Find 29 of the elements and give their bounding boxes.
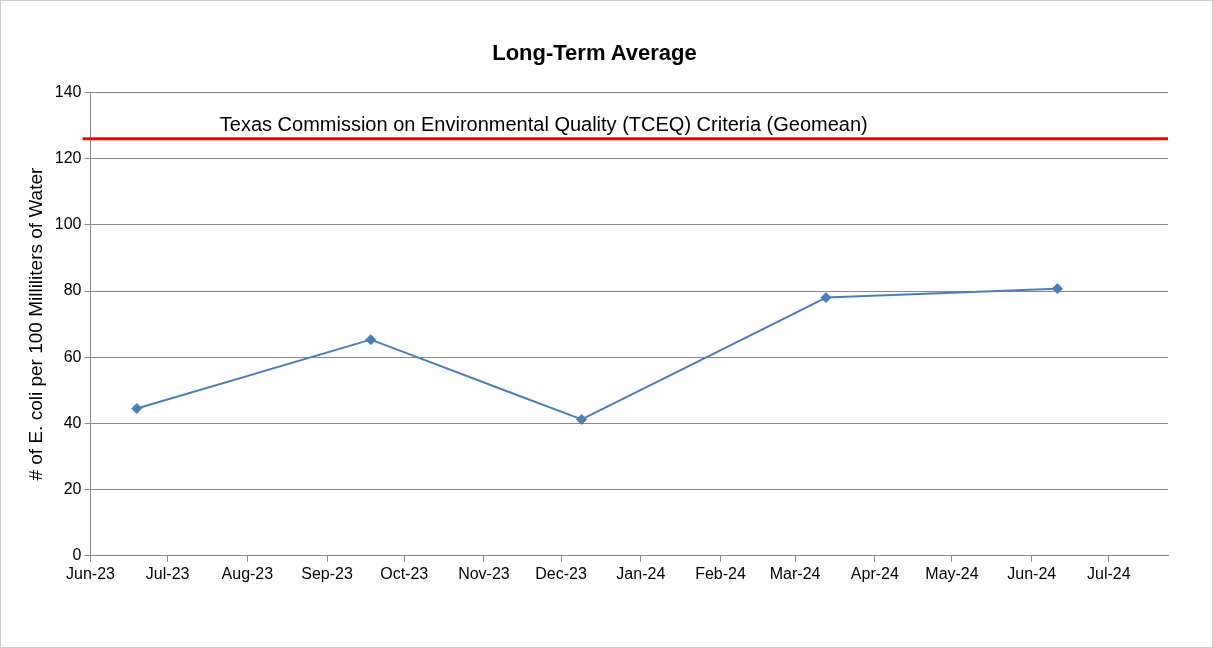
x-tick-label: Oct-23: [380, 564, 429, 582]
ref-line-label: Texas Commission on Environmental Quality (TCEQ) Criteria (Geomean): [219, 113, 868, 136]
x-tick-label: Jan-24: [616, 564, 666, 582]
x-tick-label: Feb-24: [695, 564, 746, 582]
point: [365, 334, 377, 346]
x-tick-label: Sep-23: [301, 564, 353, 582]
y-tick-label: 80: [63, 281, 82, 299]
point: [131, 403, 143, 415]
y-tick-label: 140: [54, 82, 82, 100]
y-tick-label: 40: [63, 413, 82, 431]
x-tick-label: May-24: [925, 564, 979, 582]
y-tick-label: 60: [63, 347, 82, 365]
x-tick-label: Nov-23: [458, 564, 510, 582]
y-tick-label: 20: [63, 480, 82, 498]
y-axis-title: # of E. coli per 100 Milliliters of Water: [24, 166, 46, 481]
x-tick-label: Dec-23: [535, 564, 587, 582]
chart-title: Long-Term Average: [492, 40, 697, 66]
x-tick-label: Apr-24: [850, 564, 899, 582]
y-tick-label: 100: [54, 215, 82, 233]
x-tick-label: Jun-24: [1007, 564, 1057, 582]
y-tick-label: 0: [72, 546, 82, 564]
y-tick-label: 120: [54, 149, 82, 167]
point: [820, 292, 832, 304]
x-tick-label: Jun-23: [66, 564, 116, 582]
x-tick-label: Jul-24: [1087, 564, 1131, 582]
x-tick-label: Aug-23: [221, 564, 274, 582]
point: [576, 413, 588, 425]
x-tick-label: Jul-23: [145, 564, 190, 582]
x-tick-label: Mar-24: [769, 564, 821, 582]
